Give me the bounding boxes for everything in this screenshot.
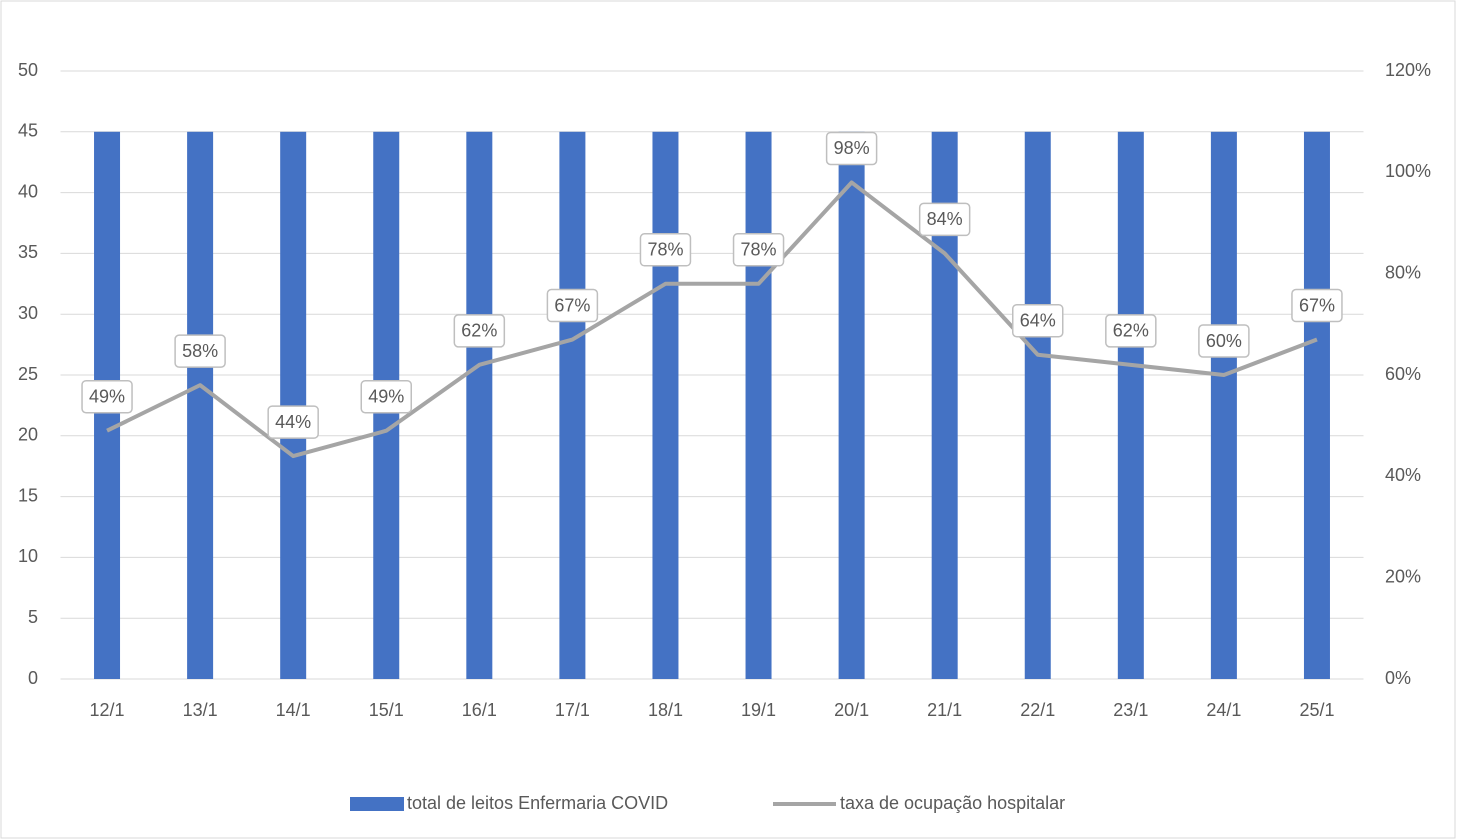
y2-tick-label: 40% bbox=[1385, 465, 1421, 485]
bar bbox=[1303, 131, 1330, 680]
y-tick-label: 25 bbox=[18, 364, 38, 384]
x-tick-label: 20/1 bbox=[834, 700, 869, 720]
x-tick-label: 25/1 bbox=[1299, 700, 1334, 720]
x-tick-label: 15/1 bbox=[369, 700, 404, 720]
data-label: 67% bbox=[554, 295, 590, 315]
y-tick-label: 20 bbox=[18, 425, 38, 445]
x-tick-label: 22/1 bbox=[1020, 700, 1055, 720]
data-label-box bbox=[81, 379, 133, 414]
y2-tick-label: 60% bbox=[1385, 364, 1421, 384]
y2-tick-label: 100% bbox=[1385, 161, 1431, 181]
data-label-box bbox=[825, 131, 878, 166]
y2-tick-label: 80% bbox=[1385, 262, 1421, 282]
data-label-box bbox=[174, 334, 226, 368]
legend-label: taxa de ocupação hospitalar bbox=[840, 793, 1065, 813]
x-tick-label: 12/1 bbox=[90, 700, 125, 720]
data-label-box bbox=[1105, 314, 1157, 348]
y2-tick-label: 20% bbox=[1385, 566, 1421, 586]
x-tick-label: 17/1 bbox=[555, 700, 590, 720]
x-tick-label: 16/1 bbox=[462, 700, 497, 720]
data-label: 67% bbox=[1299, 295, 1335, 315]
data-label: 58% bbox=[182, 341, 218, 361]
y-tick-label: 40 bbox=[18, 181, 38, 201]
bar bbox=[1024, 131, 1051, 680]
y-tick-label: 10 bbox=[18, 546, 38, 566]
data-label: 98% bbox=[834, 138, 870, 158]
data-label-box bbox=[360, 379, 412, 414]
y-tick-label: 45 bbox=[18, 121, 38, 141]
x-tick-label: 13/1 bbox=[183, 700, 218, 720]
x-tick-label: 14/1 bbox=[276, 700, 311, 720]
data-label: 62% bbox=[1113, 321, 1149, 341]
data-label: 64% bbox=[1020, 310, 1056, 330]
bar bbox=[838, 131, 865, 680]
bar bbox=[652, 131, 679, 680]
x-tick-label: 21/1 bbox=[927, 700, 962, 720]
x-tick-label: 19/1 bbox=[741, 700, 776, 720]
line bbox=[106, 180, 1318, 459]
data-label-box bbox=[732, 233, 785, 267]
data-label: 84% bbox=[927, 209, 963, 229]
data-label-box bbox=[918, 202, 971, 237]
y-tick-label: 50 bbox=[18, 60, 38, 80]
bar bbox=[745, 131, 772, 680]
data-label-box bbox=[639, 233, 692, 267]
data-label: 49% bbox=[368, 386, 404, 406]
data-label: 60% bbox=[1206, 331, 1242, 351]
data-label-box bbox=[267, 405, 319, 439]
bar bbox=[1210, 131, 1237, 680]
data-label-box bbox=[546, 288, 599, 323]
x-tick-label: 24/1 bbox=[1206, 700, 1241, 720]
data-label: 44% bbox=[275, 412, 311, 432]
data-label: 49% bbox=[89, 386, 125, 406]
legend-label: total de leitos Enfermaria COVID bbox=[407, 793, 668, 813]
y-tick-label: 35 bbox=[18, 242, 38, 262]
data-label-box bbox=[1198, 324, 1250, 358]
data-label: 78% bbox=[741, 240, 777, 260]
x-tick-label: 18/1 bbox=[648, 700, 683, 720]
data-label-box bbox=[1012, 303, 1064, 338]
data-label: 62% bbox=[461, 321, 497, 341]
legend-swatch bbox=[350, 797, 404, 811]
data-label-box bbox=[453, 314, 506, 348]
y2-tick-label: 120% bbox=[1385, 60, 1431, 80]
data-label: 78% bbox=[647, 240, 683, 260]
bar bbox=[559, 131, 586, 680]
data-label-box bbox=[1291, 288, 1343, 323]
x-tick-label: 23/1 bbox=[1113, 700, 1148, 720]
bar bbox=[466, 131, 493, 680]
bar bbox=[187, 131, 214, 680]
y-tick-label: 15 bbox=[18, 485, 38, 505]
y-tick-label: 30 bbox=[18, 303, 38, 323]
y-tick-label: 5 bbox=[28, 607, 38, 627]
bar bbox=[1117, 131, 1144, 680]
y-tick-label: 0 bbox=[28, 668, 38, 688]
y2-tick-label: 0% bbox=[1385, 668, 1411, 688]
